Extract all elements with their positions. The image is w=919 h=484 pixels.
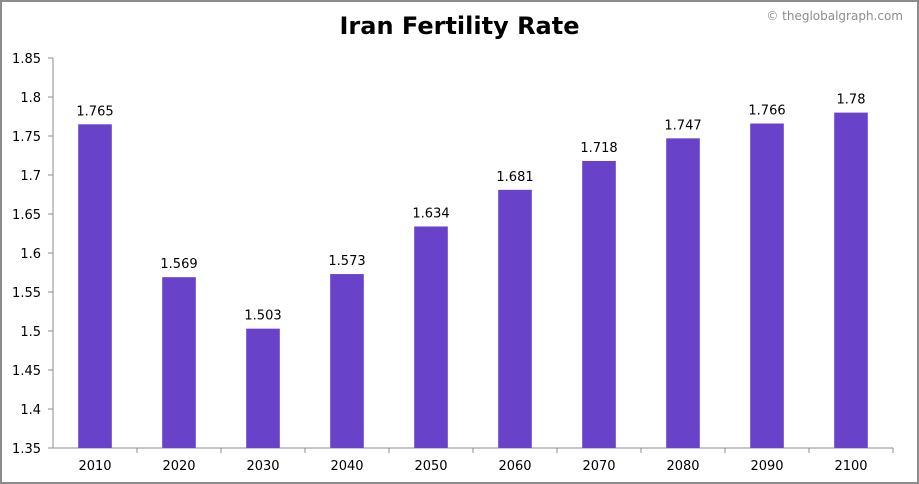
data-labels: 1.765 1.569 1.503 1.573 1.634 1.681 1.718 1.747… (76, 93, 865, 324)
bar-2040 (330, 274, 364, 448)
data-label-2040: 1.573 (328, 254, 365, 269)
y-tick-label: 1.65 (12, 208, 41, 223)
data-label-2100: 1.78 (837, 93, 866, 108)
x-tick-label-2050: 2050 (414, 459, 447, 474)
x-tick-label-2080: 2080 (666, 459, 699, 474)
data-label-2020: 1.569 (160, 257, 197, 272)
y-tick-label: 1.4 (20, 403, 41, 418)
data-label-2010: 1.765 (76, 104, 113, 119)
y-tick-label: 1.85 (12, 52, 41, 67)
x-tick-label-2020: 2020 (162, 459, 195, 474)
x-tick-label-2070: 2070 (582, 459, 615, 474)
x-tick-label-2060: 2060 (498, 459, 531, 474)
chart-title: Iran Fertility Rate (339, 12, 580, 40)
x-tick-label-2010: 2010 (78, 459, 111, 474)
bar-2020 (162, 277, 196, 448)
credit-text: © theglobalgraph.com (766, 9, 903, 23)
bar-2100 (834, 112, 868, 448)
bar-2090 (750, 123, 784, 449)
y-tick-label: 1.55 (12, 286, 41, 301)
x-axis-ticks: 2010 2020 2030 2040 2050 2060 2070 2080 2090 2100 (78, 448, 894, 474)
bar-2060 (498, 189, 532, 448)
y-tick-label: 1.35 (12, 442, 41, 457)
y-tick-label: 1.45 (12, 364, 41, 379)
data-label-2050: 1.634 (412, 206, 449, 221)
bar-2050 (414, 226, 448, 448)
y-tick-label: 1.5 (20, 325, 41, 340)
y-tick-label: 1.7 (20, 169, 41, 184)
data-label-2070: 1.718 (580, 141, 617, 156)
bar-2080 (666, 138, 700, 448)
bar-2030 (246, 328, 280, 448)
y-tick-label: 1.6 (20, 247, 41, 262)
bars (78, 112, 868, 449)
bar-2070 (582, 160, 616, 448)
y-axis-ticks: 1.35 1.4 1.45 1.5 1.55 1.6 1.65 1.7 1.75 1.8 1.85 (12, 52, 53, 457)
x-tick-label-2030: 2030 (246, 459, 279, 474)
data-label-2090: 1.766 (748, 104, 785, 119)
y-tick-label: 1.8 (20, 91, 41, 106)
x-tick-label-2090: 2090 (750, 459, 783, 474)
data-label-2030: 1.503 (244, 309, 281, 324)
x-tick-label-2100: 2100 (834, 459, 867, 474)
x-tick-label-2040: 2040 (330, 459, 363, 474)
bar-2010 (78, 124, 112, 449)
data-label-2060: 1.681 (496, 170, 533, 185)
data-label-2080: 1.747 (664, 118, 701, 133)
y-tick-label: 1.75 (12, 130, 41, 145)
